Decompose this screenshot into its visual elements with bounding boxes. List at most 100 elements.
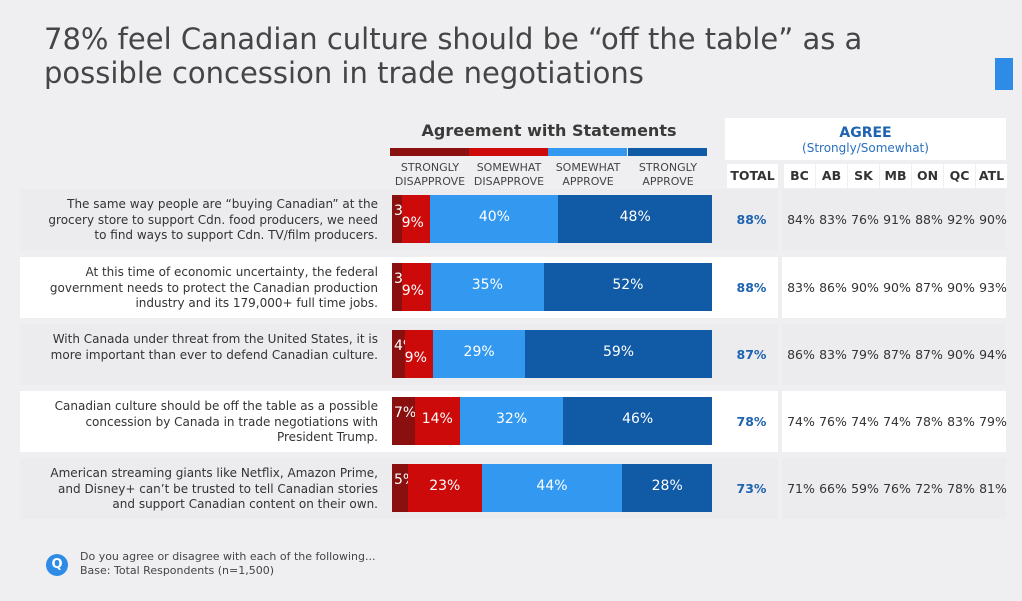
region-agree-value: 87% (915, 347, 943, 362)
row-band-regions (782, 189, 1006, 250)
region-agree-value: 74% (851, 414, 879, 429)
stacked-bar: 5% 23% 44% 28% (392, 464, 712, 512)
data-label: 32% (496, 411, 528, 427)
region-agree-value: 83% (947, 414, 975, 429)
total-agree-value: 78% (736, 414, 767, 429)
region-agree-value: 83% (787, 280, 815, 295)
stacked-bar: 7% 14% 32% 46% (392, 397, 712, 445)
bar-segment-somewhat-disapprove: 23% (408, 464, 482, 512)
region-agree-value: 76% (851, 212, 879, 227)
region-agree-value: 71% (787, 481, 815, 496)
bar-segment-somewhat-disapprove: 9% (404, 330, 434, 378)
region-agree-value: 90% (947, 280, 975, 295)
data-label: 46% (622, 411, 654, 427)
region-agree-value: 83% (819, 347, 847, 362)
statement-label: The same way people are “buying Canadian… (48, 197, 378, 242)
statement-label: Canadian culture should be off the table… (54, 399, 378, 444)
legend-label: STRONGLY APPROVE (638, 161, 698, 188)
bar-segment-strongly-approve: 48% (558, 195, 712, 243)
region-agree-value: 66% (819, 481, 847, 496)
region-agree-value: 81% (979, 481, 1007, 496)
statement-label: At this time of economic uncertainty, th… (49, 265, 378, 310)
region-agree-value: 87% (883, 347, 911, 362)
data-label: 9% (401, 215, 424, 231)
region-agree-value: 94% (979, 347, 1007, 362)
total-agree-value: 87% (736, 347, 767, 362)
region-agree-value: 84% (787, 212, 815, 227)
column-header: BC (784, 164, 815, 188)
total-agree-value: 88% (736, 212, 767, 227)
total-agree-value: 73% (736, 481, 767, 496)
legend-label: STRONGLY DISAPPROVE (394, 161, 466, 188)
column-header: TOTAL (727, 164, 778, 188)
region-agree-value: 87% (915, 280, 943, 295)
region-agree-value: 79% (979, 414, 1007, 429)
column-header: ATL (976, 164, 1007, 188)
bar-segment-strongly-approve: 28% (622, 464, 712, 512)
region-agree-value: 78% (915, 414, 943, 429)
legend-swatch (548, 148, 627, 156)
data-label: 44% (536, 478, 568, 494)
row-band-regions (782, 458, 1006, 519)
legend-swatch (390, 148, 469, 156)
data-label: 14% (421, 411, 453, 427)
region-agree-value: 90% (979, 212, 1007, 227)
bar-segment-strongly-disapprove: 7% (392, 397, 416, 445)
bar-segment-somewhat-disapprove: 9% (401, 195, 431, 243)
region-agree-value: 86% (787, 347, 815, 362)
region-agree-value: 74% (883, 414, 911, 429)
column-header: ON (912, 164, 943, 188)
data-label: 9% (401, 283, 424, 299)
bar-segment-somewhat-approve: 35% (430, 263, 544, 311)
legend-swatch (469, 148, 548, 156)
stacked-bar: 4%9% 29% 59% (392, 330, 712, 378)
region-agree-value: 74% (787, 414, 815, 429)
bar-segment-somewhat-approve: 44% (481, 464, 623, 512)
agree-subtitle: (Strongly/Somewhat) (802, 141, 929, 155)
region-agree-value: 91% (883, 212, 911, 227)
data-label: 23% (429, 478, 461, 494)
region-agree-value: 83% (819, 212, 847, 227)
bar-segment-strongly-disapprove: 4% (392, 330, 416, 378)
bar-segment-somewhat-disapprove: 9% (401, 263, 431, 311)
data-label: 40% (478, 209, 510, 225)
region-agree-value: 76% (819, 414, 847, 429)
stacked-bar: 3%9% 35% 52% (392, 263, 712, 311)
region-agree-value: 72% (915, 481, 943, 496)
data-label: 59% (602, 344, 635, 360)
region-agree-value: 90% (851, 280, 879, 295)
bar-segment-somewhat-disapprove: 14% (414, 397, 460, 445)
data-label: 48% (619, 209, 651, 225)
question-icon: Q (46, 554, 68, 576)
row-band-regions (782, 391, 1006, 452)
data-label: 29% (463, 344, 495, 360)
base-text: Base: Total Respondents (n=1,500) (80, 564, 275, 577)
column-header: QC (944, 164, 975, 188)
page-title: 78% feel Canadian culture should be “off… (44, 22, 863, 90)
bar-segment-strongly-disapprove: 3% (392, 263, 416, 311)
legend-swatch (628, 148, 707, 156)
column-header: MB (880, 164, 911, 188)
agree-title: AGREE (839, 125, 892, 141)
region-agree-value: 90% (947, 347, 975, 362)
region-agree-value: 88% (915, 212, 943, 227)
bar-segment-strongly-disapprove: 5% (392, 464, 416, 512)
row-band-regions (782, 324, 1006, 385)
question-text: Do you agree or disagree with each of th… (80, 550, 376, 563)
bar-segment-somewhat-approve: 29% (433, 330, 526, 378)
region-agree-value: 78% (947, 481, 975, 496)
column-header: SK (848, 164, 879, 188)
accent-bar (995, 58, 1013, 90)
row-band-regions (782, 257, 1006, 318)
agree-header: AGREE (Strongly/Somewhat) (725, 118, 1006, 160)
stacked-bar: 3%9% 40% 48% (392, 195, 712, 243)
bar-segment-strongly-approve: 52% (543, 263, 712, 311)
footer-note: Do you agree or disagree with each of th… (80, 550, 375, 578)
column-header: AB (816, 164, 847, 188)
total-agree-value: 88% (736, 280, 767, 295)
data-label: 28% (651, 478, 683, 494)
bar-segment-somewhat-approve: 40% (430, 195, 559, 243)
statement-label: With Canada under threat from the United… (50, 332, 378, 362)
data-label: 9% (404, 350, 427, 366)
region-agree-value: 90% (883, 280, 911, 295)
